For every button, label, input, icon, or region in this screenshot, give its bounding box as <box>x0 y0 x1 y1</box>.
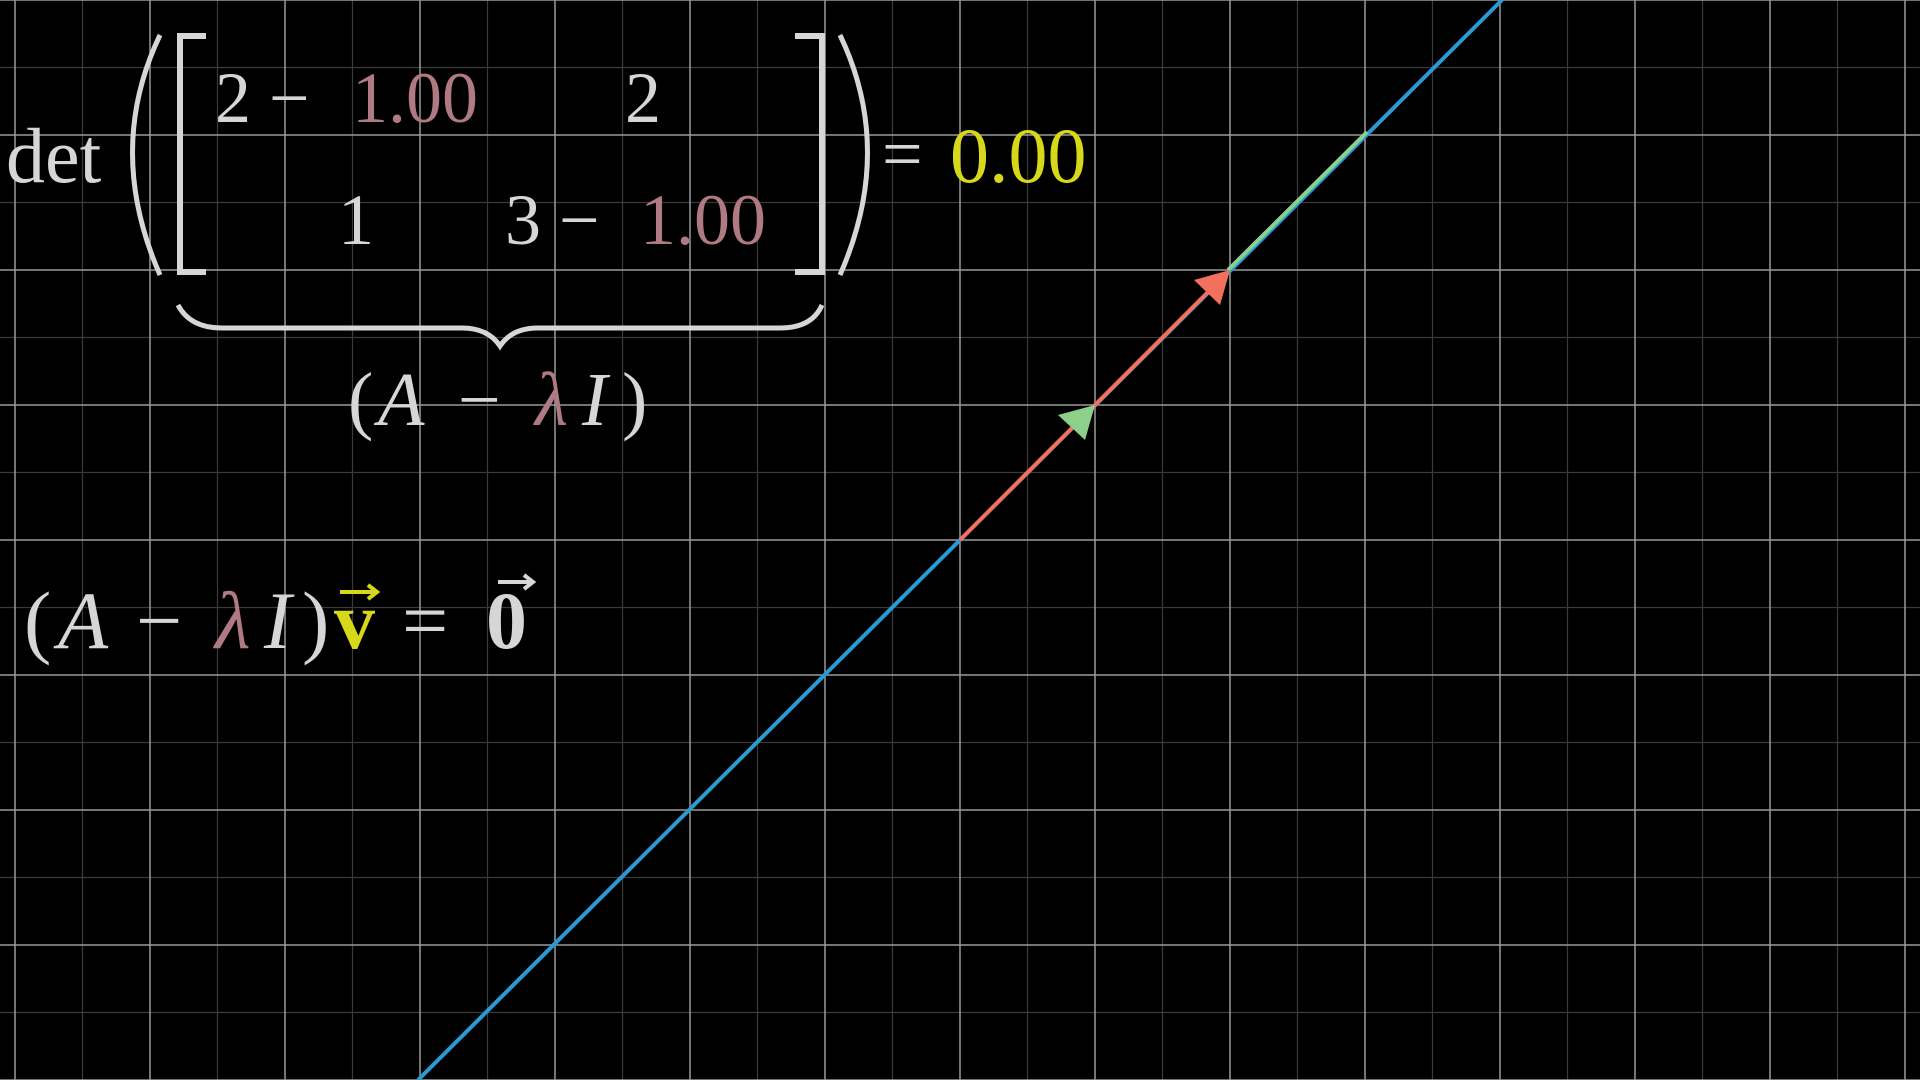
underbrace <box>175 303 825 351</box>
matrix-entry-22-lambda: 1.00 <box>640 180 766 260</box>
brace-minus: − <box>458 358 501 442</box>
eq-zero-vector: 0 <box>486 575 527 666</box>
matrix-entry-11-base: 2 − <box>215 58 310 138</box>
eq-minus: − <box>136 575 182 666</box>
right-paren <box>837 33 870 277</box>
brace-label: ( A − λ I ) <box>348 358 647 442</box>
eq-close-paren: ) <box>302 575 329 666</box>
matrix-entry-22-base: 3 − <box>505 180 600 260</box>
red-arrow-head-icon <box>1194 270 1230 305</box>
green-vector-tail <box>1226 130 1369 272</box>
eq-open-paren: ( <box>24 575 51 666</box>
eq-identity-I: I <box>263 575 295 666</box>
left-paren <box>130 33 163 277</box>
green-arrow-head-icon <box>1058 405 1095 440</box>
eq-matrix-A: A <box>53 575 109 666</box>
brace-identity-I: I <box>581 358 611 442</box>
brace-close-paren: ) <box>622 358 647 442</box>
matrix-entry-21: 1 <box>338 180 374 260</box>
brace-lambda: λ <box>533 358 568 442</box>
matrix-entry-12: 2 <box>625 58 661 138</box>
eq-equals: = <box>402 575 448 666</box>
right-bracket <box>795 33 825 275</box>
brace-matrix-A: A <box>373 358 425 442</box>
left-bracket <box>177 33 206 275</box>
matrix-entry-11-lambda: 1.00 <box>352 58 478 138</box>
determinant-expression: det 2 − 1.00 2 1 3 − 1.00 = 0.00 <box>6 33 1087 277</box>
vector-v-arrow-icon <box>340 583 381 601</box>
determinant-equals: = <box>882 114 923 194</box>
brace-open-paren: ( <box>348 358 373 442</box>
determinant-result: 0.00 <box>950 112 1087 199</box>
zero-vector-arrow-icon <box>498 573 537 591</box>
eigen-equation: ( A − λ I ) v = 0 <box>24 573 537 666</box>
det-label: det <box>6 112 102 199</box>
eq-vector-v: v <box>334 575 375 666</box>
eq-lambda: λ <box>213 575 251 666</box>
